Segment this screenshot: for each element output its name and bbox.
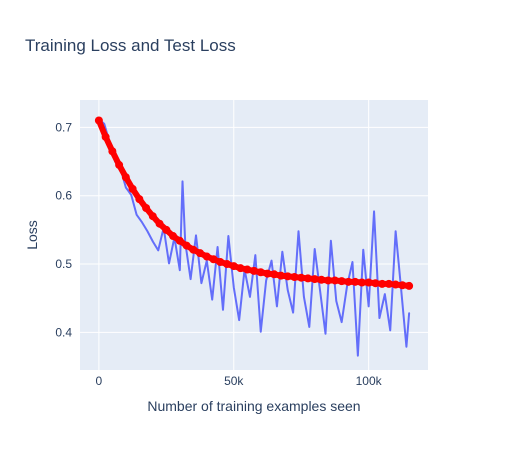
- series-1-point: [129, 185, 137, 193]
- series-1-point: [290, 273, 298, 281]
- series-1-point: [243, 266, 251, 274]
- y-tick-label: 0.4: [55, 325, 72, 339]
- series-1-point: [156, 220, 164, 228]
- series-1-point: [284, 272, 292, 280]
- series-1-point: [95, 117, 103, 125]
- series-1-point: [398, 281, 406, 289]
- series-1-point: [216, 258, 224, 266]
- series-1-point: [162, 226, 170, 234]
- series-1-point: [149, 212, 157, 220]
- series-1-point: [122, 173, 130, 181]
- series-1-point: [392, 281, 400, 289]
- series-1-point: [365, 279, 373, 287]
- series-1-point: [277, 272, 285, 280]
- series-1-point: [108, 147, 116, 155]
- chart-title: Training Loss and Test Loss: [25, 36, 236, 55]
- y-tick-label: 0.6: [55, 189, 72, 203]
- series-1-point: [223, 260, 231, 268]
- series-1-point: [237, 264, 245, 272]
- series-1-point: [338, 277, 346, 285]
- series-1-point: [297, 274, 305, 282]
- series-1-point: [371, 279, 379, 287]
- series-1-point: [385, 280, 393, 288]
- series-1-point: [230, 262, 238, 270]
- x-tick-label: 100k: [356, 374, 383, 388]
- series-1-point: [311, 275, 319, 283]
- series-1-point: [331, 276, 339, 284]
- series-1-point: [169, 232, 177, 240]
- series-1-point: [183, 242, 191, 250]
- y-tick-label: 0.5: [55, 257, 72, 271]
- series-1-point: [351, 278, 359, 286]
- series-1-point: [250, 267, 258, 275]
- series-1-point: [405, 282, 413, 290]
- x-tick-label: 50k: [224, 374, 244, 388]
- series-1-point: [263, 270, 271, 278]
- series-1-point: [270, 270, 278, 278]
- series-1-point: [176, 237, 184, 245]
- series-1-point: [317, 276, 325, 284]
- series-1-point: [304, 274, 312, 282]
- series-1-point: [142, 204, 150, 212]
- series-1-point: [257, 268, 265, 276]
- x-axis-label: Number of training examples seen: [147, 398, 360, 414]
- x-tick-label: 0: [96, 374, 103, 388]
- series-1-point: [115, 161, 123, 169]
- series-1-point: [102, 133, 110, 141]
- y-axis-label: Loss: [24, 220, 40, 250]
- series-1-point: [135, 195, 143, 203]
- y-tick-label: 0.7: [55, 120, 72, 134]
